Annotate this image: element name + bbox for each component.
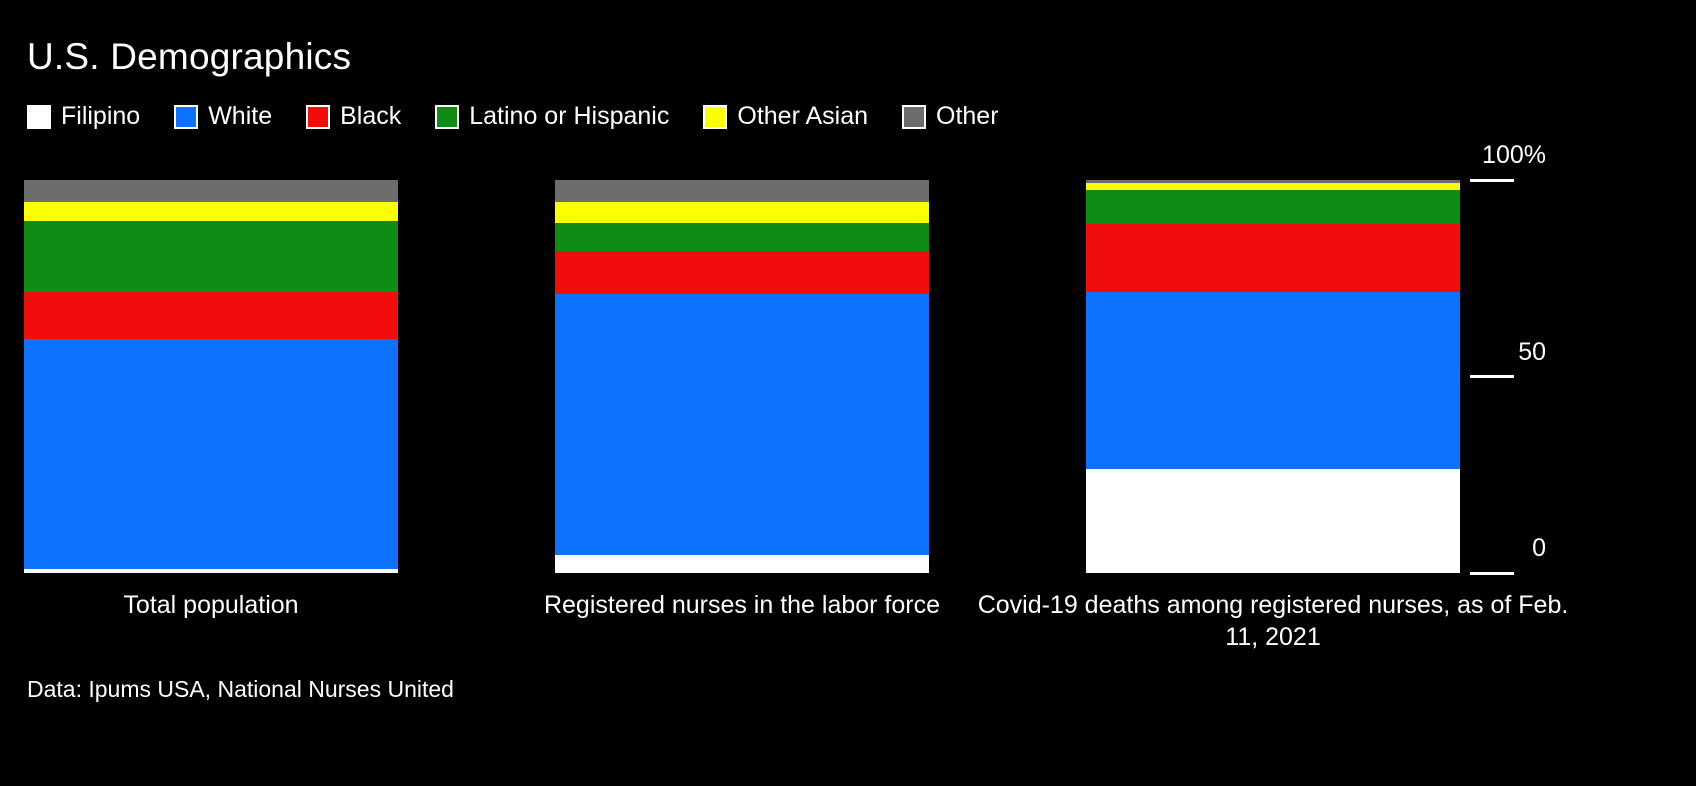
segment-black <box>555 250 929 294</box>
segment-black <box>1086 224 1460 293</box>
y-tick-label: 100% <box>1482 141 1546 169</box>
legend-item-other-asian: Other Asian <box>703 102 868 131</box>
legend-swatch-other <box>902 104 927 129</box>
legend-swatch-other-asian <box>703 104 728 129</box>
legend-swatch-black <box>306 104 331 129</box>
legend-label: Black <box>340 102 402 130</box>
segment-other <box>1086 180 1460 184</box>
segment-other <box>24 180 398 203</box>
segment-white <box>1086 292 1460 470</box>
segment-other-asian <box>555 201 929 224</box>
segment-filipino <box>555 555 929 573</box>
segment-other-asian <box>1086 183 1460 191</box>
legend-item-latino-or-hispanic: Latino or Hispanic <box>435 102 669 131</box>
legend-item-other: Other <box>902 102 999 131</box>
legend: Filipino White Black Latino or Hispanic Othe… <box>27 102 999 131</box>
legend-swatch-white <box>174 104 199 129</box>
legend-swatch-latino-or-hispanic <box>435 104 460 129</box>
segment-other <box>555 180 929 202</box>
segment-black <box>24 291 398 340</box>
category-label: Registered nurses in the labor force <box>543 591 941 619</box>
legend-label: Filipino <box>61 102 141 130</box>
category-label: Covid-19 deaths among registered nurses,… <box>977 591 1569 651</box>
segment-latino-or-hispanic <box>555 223 929 251</box>
y-tick-line <box>1470 571 1514 575</box>
legend-label: Latino or Hispanic <box>469 102 670 130</box>
source-note: Data: Ipums USA, National Nurses United <box>27 676 454 702</box>
category-label: Total population <box>123 591 299 619</box>
legend-label: White <box>208 102 273 130</box>
bar-total-population <box>24 180 398 573</box>
chart-title: U.S. Demographics <box>27 36 352 77</box>
y-tick-label: 50 <box>1518 337 1546 366</box>
legend-item-white: White <box>174 102 272 131</box>
segment-latino-or-hispanic <box>1086 190 1460 225</box>
legend-swatch-filipino <box>27 104 51 129</box>
legend-item-black: Black <box>306 102 401 131</box>
y-tick-line <box>1470 178 1514 182</box>
segment-filipino <box>1086 469 1460 573</box>
segment-filipino <box>24 569 398 573</box>
y-tick-line <box>1470 375 1514 378</box>
legend-label: Other Asian <box>737 102 869 130</box>
legend-label: Other <box>936 102 999 130</box>
y-tick-label: 0 <box>1532 534 1546 562</box>
segment-white <box>555 293 929 556</box>
bar-covid-19-deaths <box>1086 180 1460 573</box>
segment-other-asian <box>24 202 398 222</box>
plot-area <box>0 180 1696 573</box>
segment-white <box>24 339 398 570</box>
segment-latino-or-hispanic <box>24 221 398 292</box>
legend-item-filipino: Filipino <box>27 102 140 131</box>
bar-registered-nurses-in <box>555 180 929 573</box>
